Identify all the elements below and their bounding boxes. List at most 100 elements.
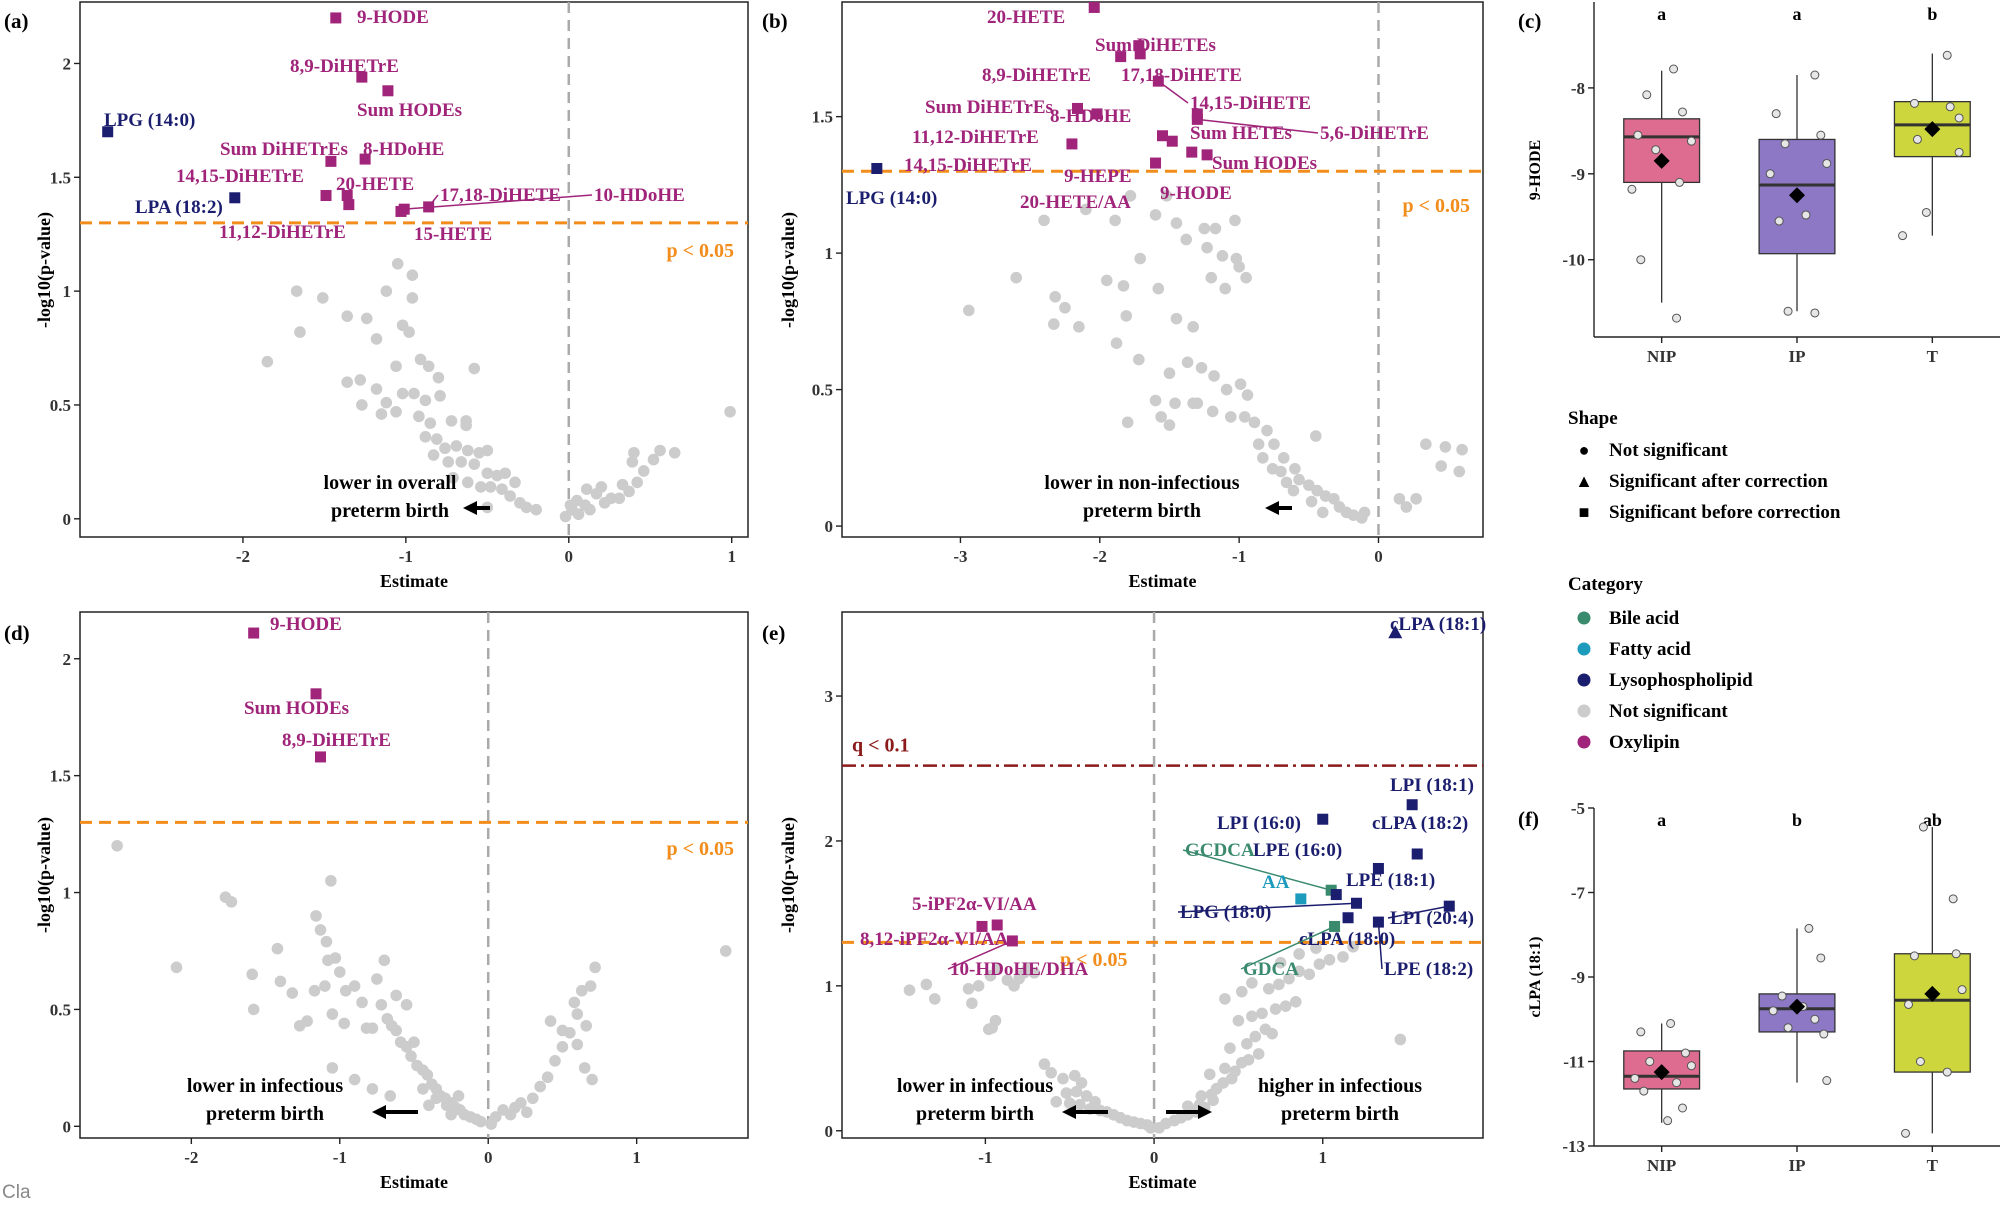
point-label: LPI (20:4) — [1390, 908, 1474, 929]
legend-category-swatch — [1577, 611, 1591, 625]
ns-point — [1293, 948, 1305, 960]
data-point — [1636, 255, 1646, 265]
direction-annotation-line: lower in infectious — [187, 1075, 344, 1097]
y-tick-label: 0.5 — [50, 396, 71, 415]
ns-point — [1048, 318, 1060, 330]
significance-letter: b — [1927, 4, 1937, 24]
ns-point — [1309, 430, 1322, 442]
ns-point — [724, 405, 736, 418]
ns-point — [1275, 465, 1287, 478]
ns-point — [1060, 1087, 1073, 1099]
ns-point — [1187, 321, 1199, 333]
ns-point — [247, 1003, 260, 1016]
data-point — [1904, 999, 1914, 1009]
data-point — [1909, 951, 1919, 961]
x-tick-label: 0 — [1150, 1148, 1159, 1167]
x-tick-label: -3 — [953, 547, 967, 566]
ns-point — [439, 442, 451, 455]
ns-point — [325, 875, 337, 887]
ns-point — [515, 1097, 527, 1109]
sig-point-square — [314, 751, 326, 763]
point-label: LPE (16:0) — [1253, 840, 1342, 861]
ns-point — [1268, 438, 1280, 450]
ns-point — [1121, 416, 1134, 429]
ns-point — [370, 333, 383, 345]
ns-point — [396, 387, 409, 400]
point-label: 20-HETE — [987, 7, 1065, 28]
ns-point — [326, 1008, 339, 1020]
ns-point — [580, 1019, 592, 1032]
ns-point — [111, 839, 123, 852]
ns-point — [1224, 1042, 1236, 1054]
ns-point — [521, 1106, 533, 1119]
point-label: LPE (18:2) — [1384, 959, 1473, 980]
ns-point — [584, 503, 596, 516]
data-point — [1768, 1006, 1778, 1016]
ns-point — [403, 326, 415, 338]
ns-point — [1187, 397, 1199, 410]
point-label: 8,12-iPF2α-VI/AA — [860, 929, 1009, 950]
ns-point — [556, 1041, 569, 1053]
y-tick-label: 1 — [63, 282, 72, 301]
p-threshold-label: p < 0.05 — [666, 240, 734, 262]
y-tick-label: -9 — [1571, 968, 1585, 987]
point-label: Sum HODEs — [244, 698, 349, 719]
ns-point — [419, 394, 432, 407]
point-label: LPG (14:0) — [104, 110, 195, 131]
sig-point-square — [248, 627, 260, 639]
ns-point — [391, 258, 404, 270]
legend-shape-icon: ● — [1579, 440, 1590, 460]
ns-point — [319, 980, 331, 992]
ns-point — [637, 465, 650, 477]
direction-annotation-line: preterm birth — [1083, 500, 1201, 522]
y-tick-label: -7 — [1571, 884, 1586, 903]
significance-letter: a — [1793, 4, 1802, 24]
ns-point — [339, 984, 352, 997]
ns-point — [623, 485, 635, 498]
legend-category-swatch — [1577, 642, 1591, 656]
sig-point-square — [1091, 108, 1103, 120]
data-point — [1639, 1086, 1649, 1096]
y-axis-label: -log10(p-value) — [778, 817, 799, 933]
ns-point — [341, 310, 354, 322]
point-label: 9-HODE — [1160, 183, 1232, 204]
ns-point — [290, 285, 303, 297]
sig-point-square — [1342, 912, 1354, 924]
ns-point — [375, 998, 388, 1011]
ns-point — [1420, 438, 1432, 450]
ns-point — [434, 390, 446, 402]
plot-frame — [79, 1, 749, 538]
legend-category-swatch — [1577, 673, 1591, 687]
p-threshold-label: p < 0.05 — [666, 838, 734, 860]
ns-point — [430, 1092, 443, 1105]
ns-point — [378, 954, 391, 967]
ns-point — [481, 467, 494, 480]
ns-point — [1216, 250, 1229, 262]
data-point — [1783, 1023, 1793, 1033]
panel-b: -3 -2 -1 0 0 0.5 1 1.5 Estimate -log10(p-value) (b… — [762, 1, 1484, 591]
ns-point — [928, 993, 941, 1005]
point-label: 17,18-DiHETE — [440, 185, 561, 206]
panel-label: (a) — [4, 9, 29, 33]
ns-point — [647, 453, 660, 466]
x-tick-label: NIP — [1647, 347, 1676, 366]
direction-annotation-line: preterm birth — [331, 500, 449, 522]
label-leader — [1177, 902, 1357, 913]
y-tick-label: 0 — [825, 1122, 834, 1141]
data-point — [1901, 1128, 1911, 1138]
ns-point — [1109, 214, 1121, 227]
ns-point — [1293, 473, 1305, 486]
ns-point — [605, 492, 617, 505]
ns-point — [1238, 411, 1251, 423]
ns-point — [1261, 424, 1273, 437]
direction-annotation-line: lower in overall — [324, 472, 457, 494]
point-label: cLPA (18:1) — [1390, 614, 1486, 635]
ns-point — [520, 501, 533, 514]
sig-point-square — [1166, 135, 1178, 147]
point-label: Sum HODEs — [357, 100, 462, 121]
data-point — [1645, 1057, 1655, 1066]
y-tick-label: 0.5 — [812, 381, 833, 400]
ns-point — [1293, 965, 1305, 978]
sig-point-square — [1150, 157, 1162, 169]
x-tick-label: -2 — [184, 1148, 198, 1167]
